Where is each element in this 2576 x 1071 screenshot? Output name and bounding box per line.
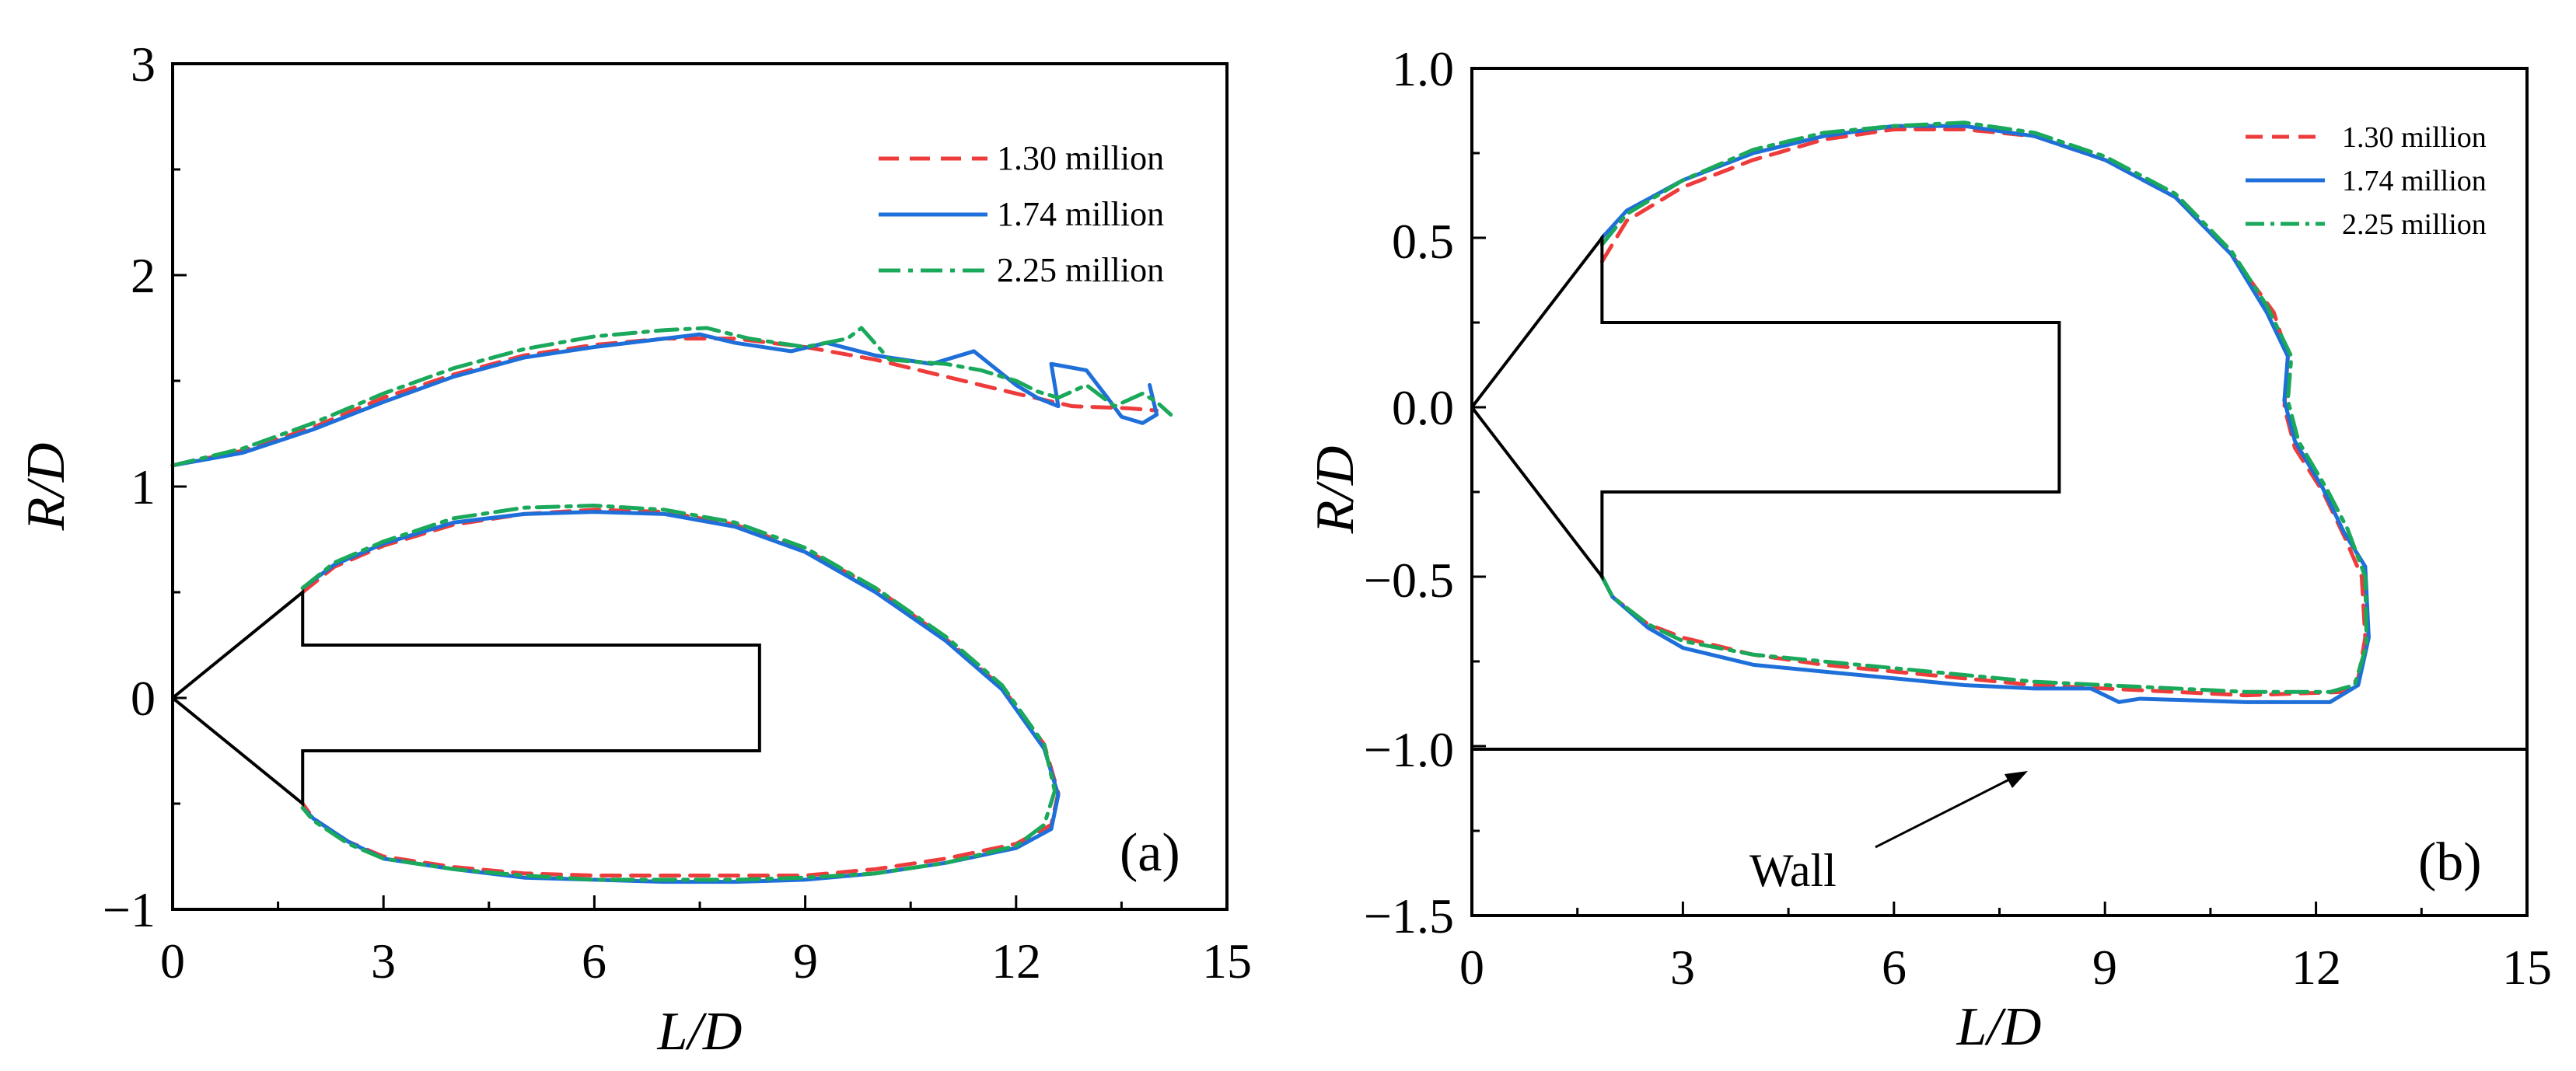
panel-b-ytick-labels: −1.5 −1.0 −0.5 0.0 0.5 1.0 (1364, 41, 1454, 944)
panel-a-legend: 1.30 million 1.74 million 2.25 million (879, 139, 1164, 289)
legend-b-label-3: 2.25 million (2342, 208, 2487, 241)
ytick-b-m15: −1.5 (1364, 888, 1454, 944)
panel-a-ytick-labels: −1 0 1 2 3 (103, 37, 156, 937)
panel-b-legend: 1.30 million 1.74 million 2.25 million (2246, 121, 2487, 241)
ytick-b-m05: −0.5 (1364, 553, 1454, 608)
panel-b: 1.30 million 1.74 million 2.25 million W… (1305, 41, 2552, 1057)
ytick-b-10: 1.0 (1392, 41, 1454, 96)
series-a-1-upper (170, 337, 1159, 468)
panel-a-series (170, 326, 1173, 884)
panel-a-label: (a) (1120, 823, 1180, 883)
xtick-b-15: 15 (2502, 940, 2552, 995)
panel-a-frame (171, 62, 1229, 911)
panel-b-body-outline (1470, 233, 2061, 581)
xtick-a-3: 3 (371, 933, 396, 989)
xtick-b-3: 3 (1670, 940, 1695, 995)
xtick-b-9: 9 (2092, 940, 2117, 995)
panel-a-xtick-labels: 0 3 6 9 12 15 (160, 933, 1252, 989)
panel-b-xtick-labels: 0 3 6 9 12 15 (1459, 940, 2552, 995)
panel-a-body-outline (171, 588, 761, 808)
xtick-b-12: 12 (2291, 940, 2341, 995)
ytick-b-m10: −1.0 (1364, 722, 1454, 777)
legend-a-label-2: 1.74 million (997, 195, 1164, 233)
xtick-a-9: 9 (793, 933, 818, 989)
panel-b-label: (b) (2418, 832, 2482, 892)
xtick-a-15: 15 (1202, 933, 1252, 989)
legend-b-label-1: 1.30 million (2342, 121, 2487, 154)
series-b-3-curve (1599, 120, 2369, 694)
body-outline-b (1470, 233, 2061, 581)
xtick-a-0: 0 (160, 933, 185, 989)
xtick-b-6: 6 (1882, 940, 1907, 995)
ytick-a-1: 1 (131, 459, 156, 515)
panel-a-xlabel: L/D (657, 1002, 743, 1062)
panel-b-ylabel: R/D (1305, 446, 1365, 535)
ytick-a-3: 3 (131, 37, 156, 92)
wall-arrow-head (2005, 771, 2028, 788)
panel-b-series (1599, 120, 2371, 704)
xtick-b-0: 0 (1459, 940, 1484, 995)
panel-b-frame (1470, 67, 2529, 917)
panel-b-xlabel: L/D (1956, 997, 2042, 1057)
wall-label: Wall (1749, 845, 1837, 896)
series-a-3-lower (300, 503, 1057, 882)
series-a-3-upper (170, 326, 1173, 468)
panel-a: 1.30 million 1.74 million 2.25 million (… (16, 37, 1252, 1062)
body-outline-a (171, 588, 761, 808)
ytick-b-00: 0.0 (1392, 380, 1454, 435)
series-a-1-lower (300, 508, 1061, 877)
legend-a-label-1: 1.30 million (997, 139, 1164, 177)
ytick-a-0: 0 (131, 671, 156, 726)
legend-b-label-2: 1.74 million (2342, 165, 2487, 197)
panel-b-wall-annotation: Wall (1749, 771, 2028, 896)
ytick-a-m1: −1 (103, 882, 156, 937)
legend-a-label-3: 2.25 million (997, 251, 1164, 289)
series-a-2-upper (170, 332, 1159, 468)
ytick-b-05: 0.5 (1392, 214, 1454, 269)
ytick-a-2: 2 (131, 248, 156, 303)
series-a-2-lower (300, 510, 1061, 884)
series-b-2-curve (1599, 124, 2371, 704)
series-b-1-curve (1599, 127, 2368, 698)
panel-a-ylabel: R/D (16, 443, 76, 532)
xtick-a-12: 12 (991, 933, 1041, 989)
xtick-a-6: 6 (582, 933, 606, 989)
panel-a-axes (171, 62, 1229, 911)
wall-arrow-line (1875, 777, 2012, 849)
